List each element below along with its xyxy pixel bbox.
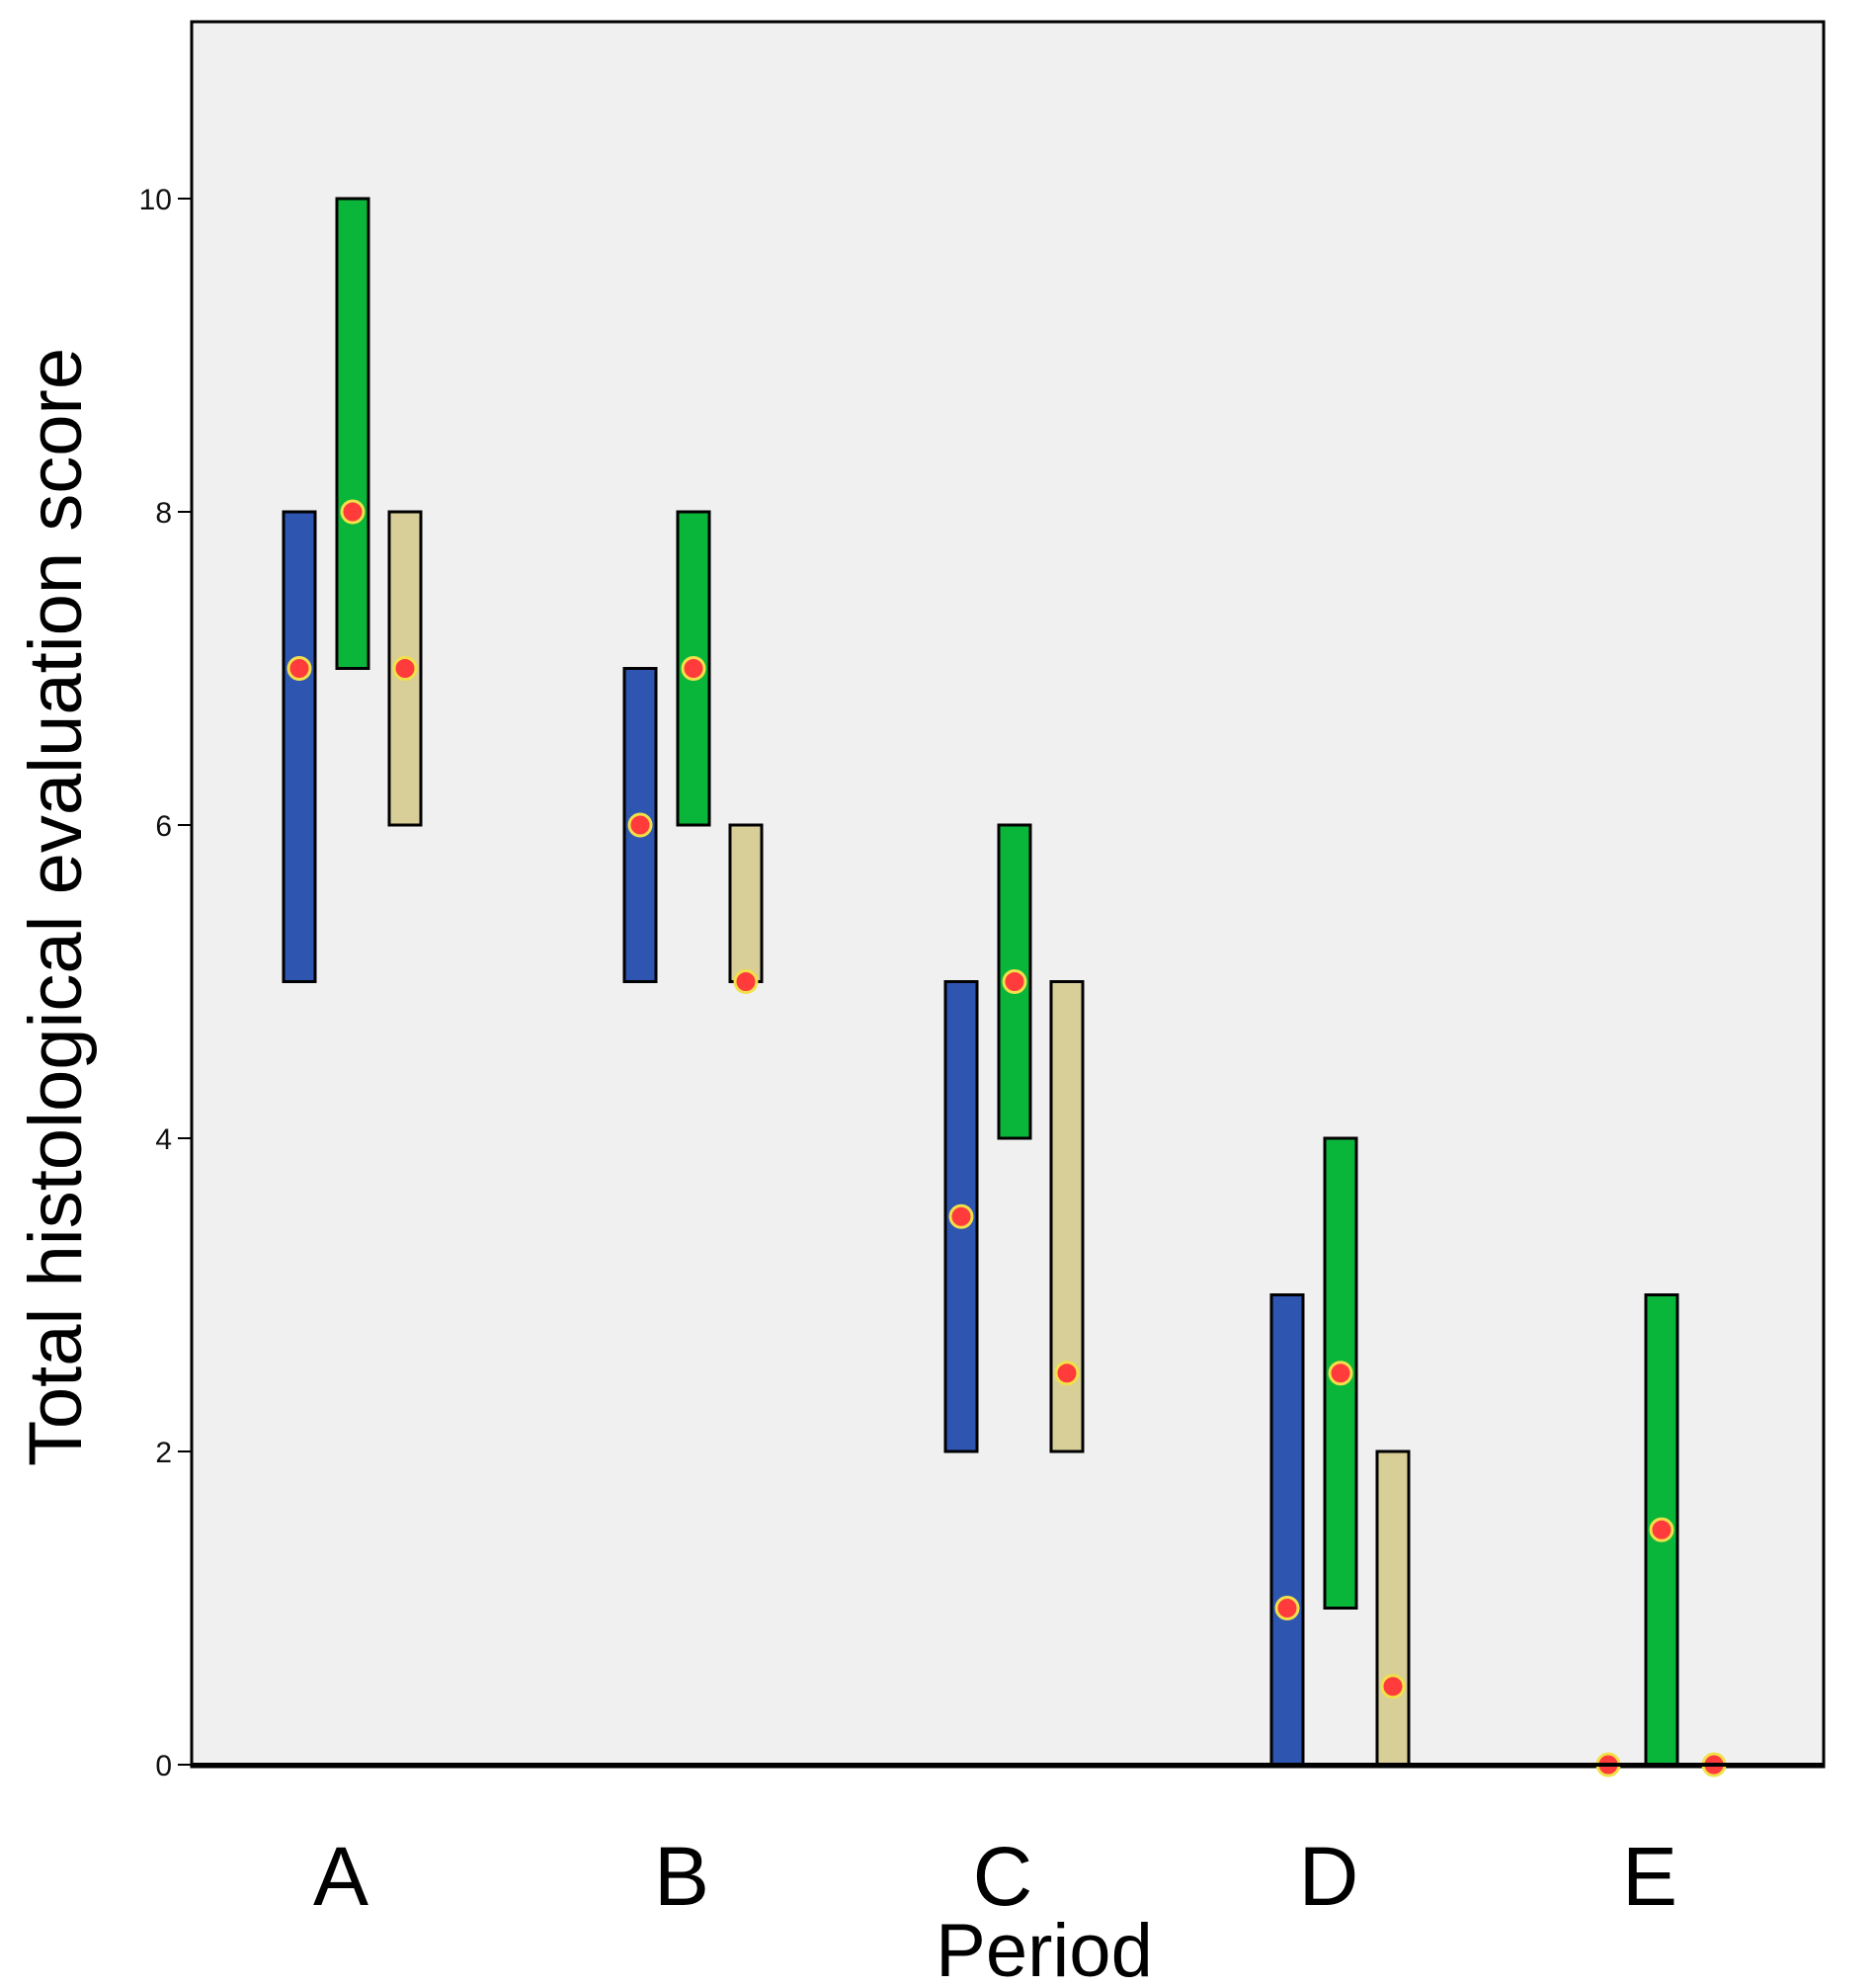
median-marker <box>1649 1517 1674 1542</box>
y-tick-label: 8 <box>155 497 172 530</box>
y-axis-ticks: 0 2 4 6 8 10 <box>139 184 192 1782</box>
range-bar <box>335 197 370 670</box>
range-bar <box>1375 1449 1411 1767</box>
median-marker <box>627 812 653 838</box>
median-marker <box>948 1203 974 1229</box>
x-axis-labels: A B C D E <box>313 1830 1677 1923</box>
range-bar <box>1269 1293 1305 1767</box>
median-marker <box>1054 1361 1080 1386</box>
median-marker <box>392 656 418 681</box>
median-marker <box>286 656 312 681</box>
x-axis-title: Period <box>936 1909 1153 1987</box>
y-tick-label: 2 <box>155 1437 172 1469</box>
range-bar <box>728 823 764 983</box>
median-marker <box>1274 1596 1300 1620</box>
data-marks <box>282 197 1727 1778</box>
median-marker <box>1380 1674 1406 1699</box>
y-axis-title: Total histological evaluation score <box>14 348 98 1466</box>
x-category-label: E <box>1622 1830 1677 1923</box>
median-marker <box>340 499 366 525</box>
median-marker <box>1328 1361 1353 1386</box>
x-category-label: B <box>654 1830 709 1923</box>
x-category-label: A <box>313 1830 368 1923</box>
median-marker <box>681 656 706 681</box>
range-bar <box>282 510 317 983</box>
y-tick-label: 10 <box>139 184 172 216</box>
y-tick-label: 4 <box>155 1123 172 1156</box>
y-tick-label: 0 <box>155 1750 172 1782</box>
x-category-label: C <box>973 1830 1033 1923</box>
y-tick-label: 6 <box>155 810 172 843</box>
median-marker <box>1002 969 1027 994</box>
x-category-label: D <box>1299 1830 1359 1923</box>
median-marker <box>733 969 759 994</box>
